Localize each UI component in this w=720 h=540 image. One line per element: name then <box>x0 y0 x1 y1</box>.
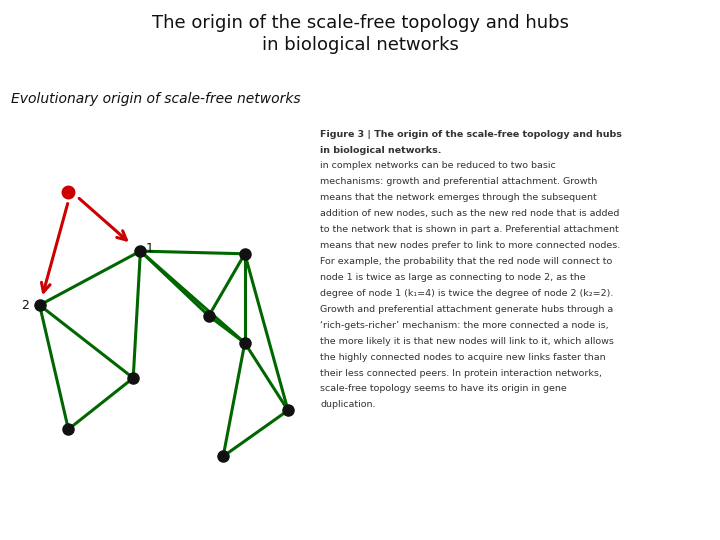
Text: the highly connected nodes to acquire new links faster than: the highly connected nodes to acquire ne… <box>320 353 606 362</box>
Text: scale-free topology seems to have its origin in gene: scale-free topology seems to have its or… <box>320 384 567 394</box>
Text: degree of node 1 (k₁=4) is twice the degree of node 2 (k₂=2).: degree of node 1 (k₁=4) is twice the deg… <box>320 289 613 298</box>
Text: Figure 3 | The origin of the scale-free topology and hubs: Figure 3 | The origin of the scale-free … <box>320 130 622 139</box>
Text: mechanisms: growth and preferential attachment. Growth: mechanisms: growth and preferential atta… <box>320 177 598 186</box>
Text: means that new nodes prefer to link to more connected nodes.: means that new nodes prefer to link to m… <box>320 241 621 250</box>
Text: their less connected peers. In protein interaction networks,: their less connected peers. In protein i… <box>320 368 602 377</box>
Text: For example, the probability that the red node will connect to: For example, the probability that the re… <box>320 257 613 266</box>
Text: The origin of the scale-free topology and hubs
in biological networks: The origin of the scale-free topology an… <box>151 14 569 53</box>
Text: in biological networks.: in biological networks. <box>320 145 442 154</box>
Text: means that the network emerges through the subsequent: means that the network emerges through t… <box>320 193 597 202</box>
Text: Growth and preferential attachment generate hubs through a: Growth and preferential attachment gener… <box>320 305 613 314</box>
Text: to the network that is shown in part a. Preferential attachment: to the network that is shown in part a. … <box>320 225 619 234</box>
Text: 1: 1 <box>145 242 153 255</box>
Text: ‘rich-gets-richer’ mechanism: the more connected a node is,: ‘rich-gets-richer’ mechanism: the more c… <box>320 321 609 330</box>
Text: Evolutionary origin of scale-free networks: Evolutionary origin of scale-free networ… <box>11 92 300 106</box>
Text: in complex networks can be reduced to two basic: in complex networks can be reduced to tw… <box>320 161 556 171</box>
Text: duplication.: duplication. <box>320 400 376 409</box>
Text: addition of new nodes, such as the new red node that is added: addition of new nodes, such as the new r… <box>320 209 620 218</box>
Text: 2: 2 <box>21 299 29 312</box>
Text: the more likely it is that new nodes will link to it, which allows: the more likely it is that new nodes wil… <box>320 337 614 346</box>
Text: node 1 is twice as large as connecting to node 2, as the: node 1 is twice as large as connecting t… <box>320 273 586 282</box>
